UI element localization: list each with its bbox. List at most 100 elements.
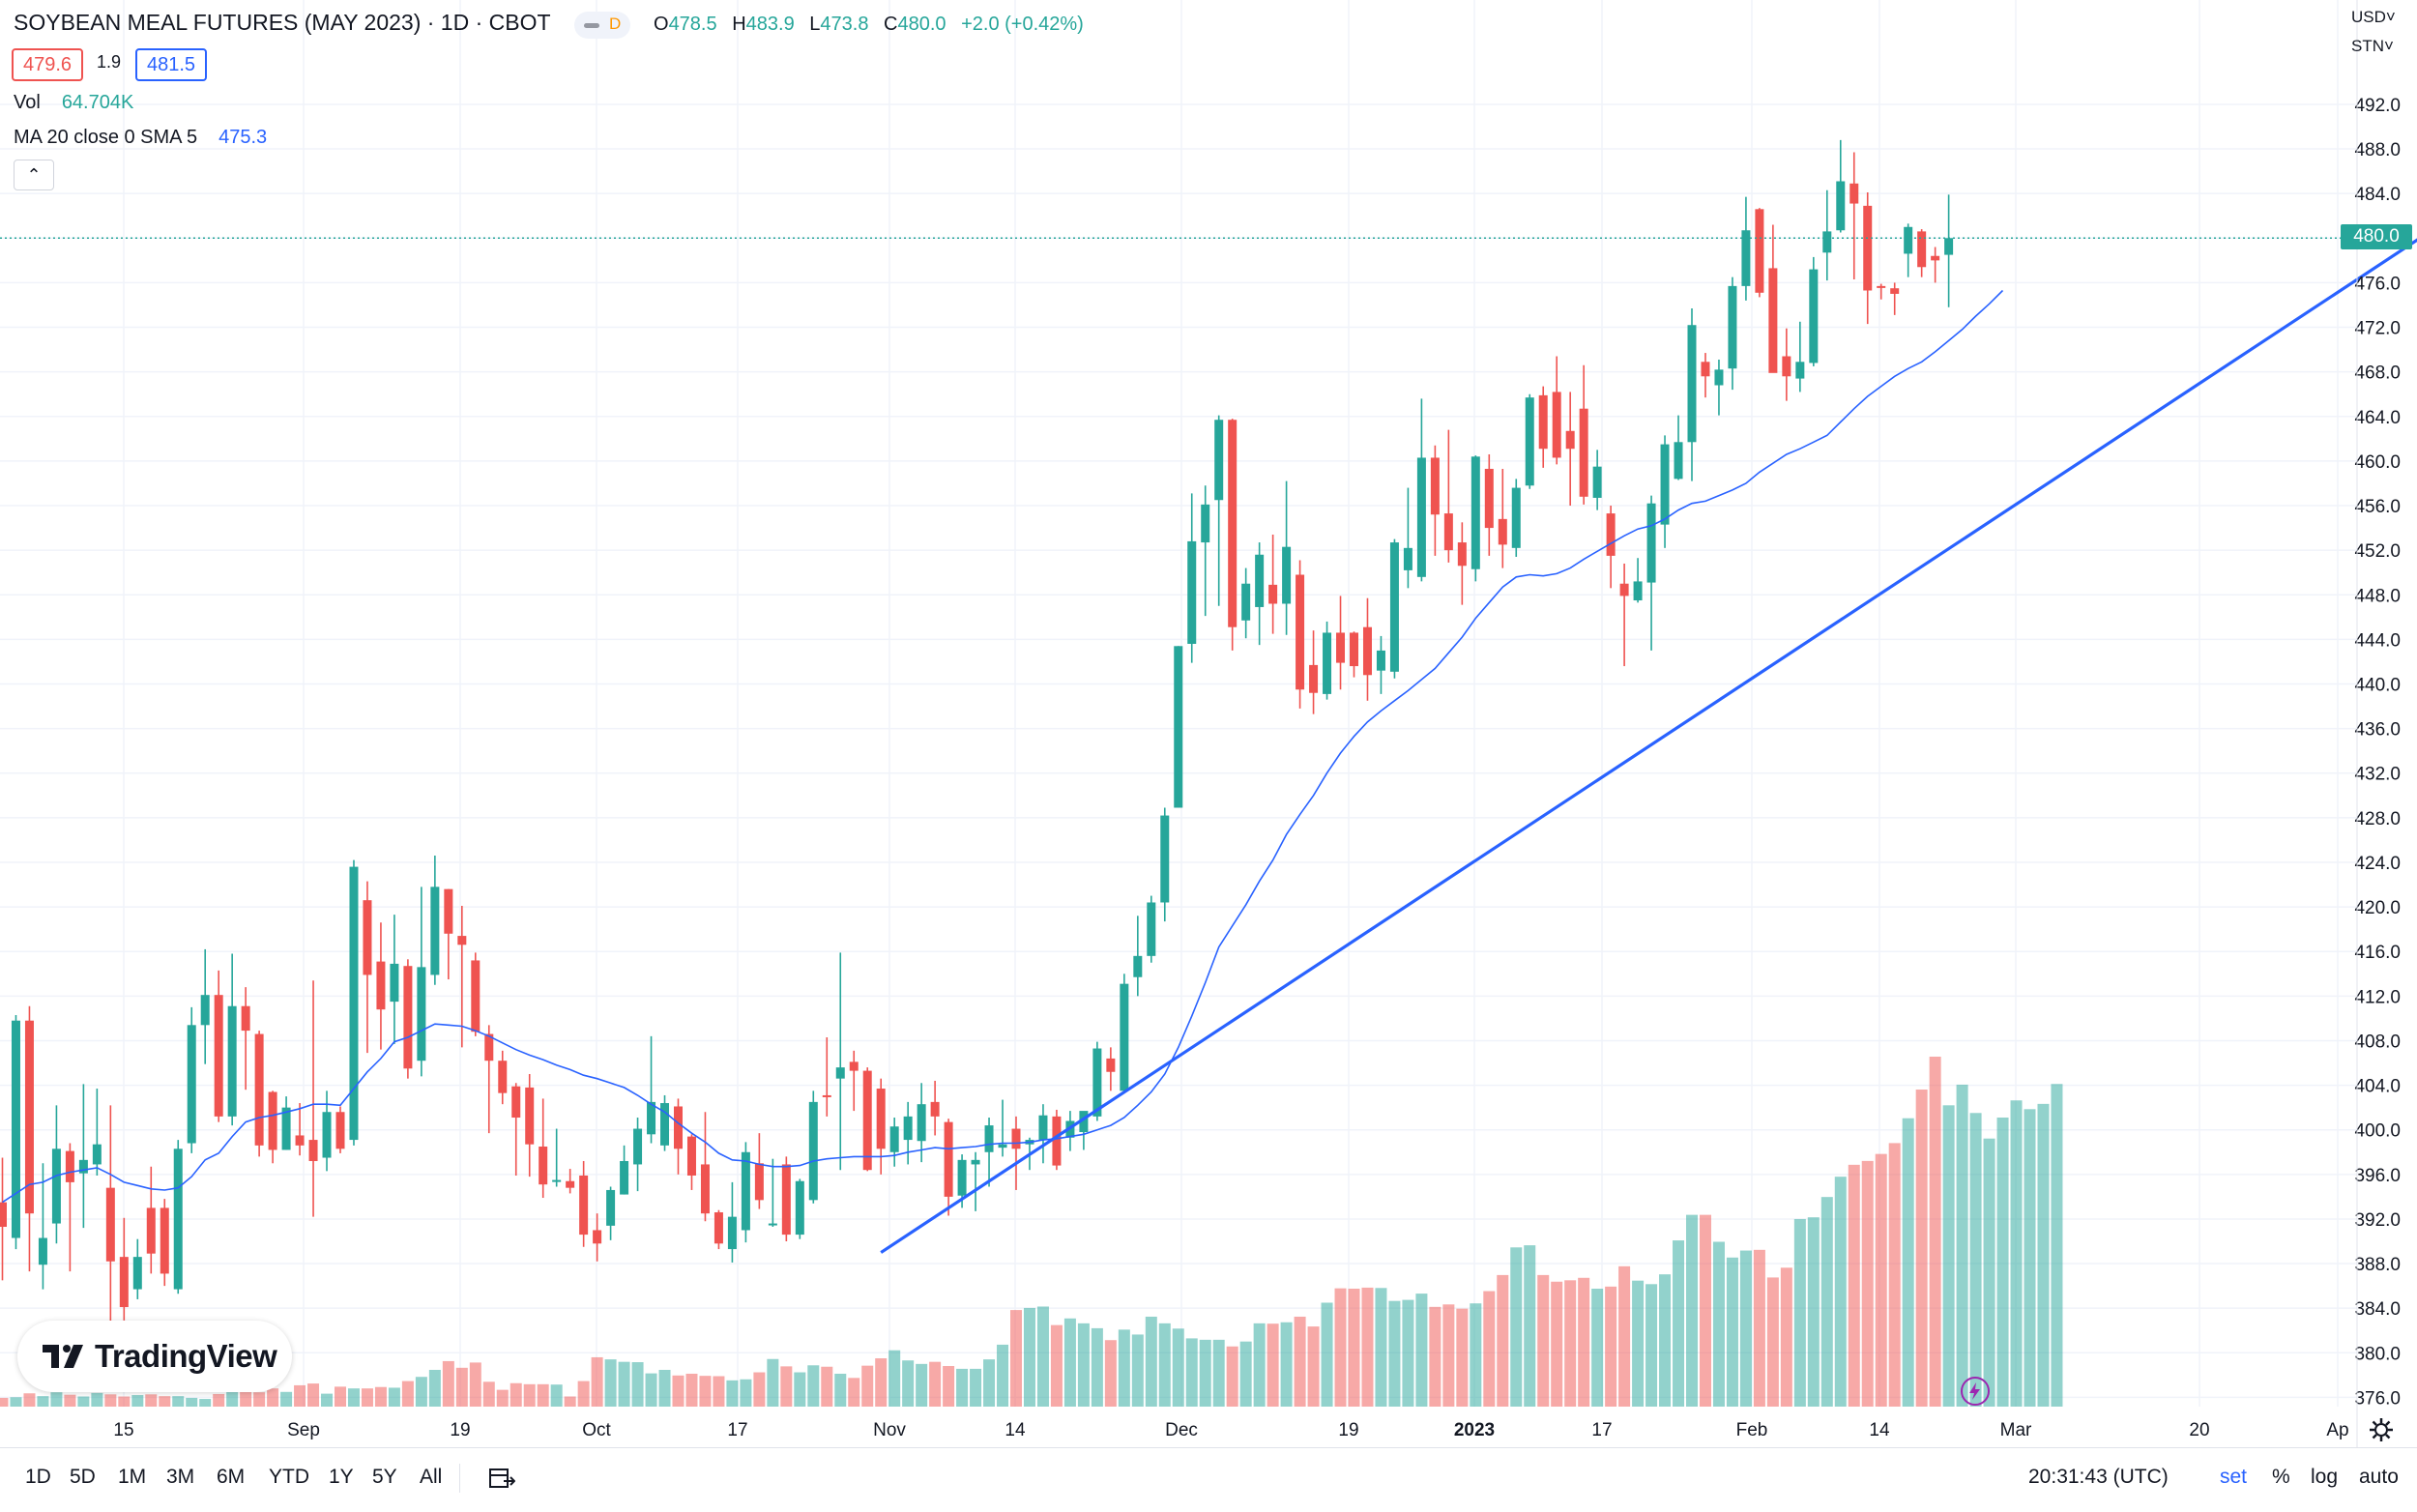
range-1d-button[interactable]: 1D: [25, 1466, 51, 1488]
price-tick-label: 436.0: [2354, 720, 2401, 741]
time-tick-label: Feb: [1736, 1420, 1768, 1440]
volume-bar: [1848, 1164, 1860, 1407]
chart-area[interactable]: 492.0 488.0 484.0 480.0 476.0 472.0 468.0 464.0…: [0, 0, 2417, 1447]
volume-bar: [753, 1372, 766, 1407]
volume-bar: [604, 1359, 617, 1407]
range-1m-button[interactable]: 1M: [118, 1466, 147, 1488]
range-5d-button[interactable]: 5D: [70, 1466, 96, 1488]
candle-body: [1809, 269, 1819, 363]
range-all-button[interactable]: All: [420, 1466, 443, 1488]
candle-body: [430, 887, 440, 975]
volume-bar: [401, 1381, 414, 1407]
close-key: C: [884, 14, 898, 35]
buy-price-button[interactable]: 481.5: [135, 48, 208, 81]
volume-bar: [361, 1388, 373, 1407]
unit-selector[interactable]: STN˅: [2351, 37, 2394, 55]
volume-bar: [713, 1376, 725, 1407]
candle-body: [606, 1189, 616, 1226]
price-tick-label: 420.0: [2354, 898, 2401, 918]
candle-body: [1538, 394, 1548, 450]
range-1y-button[interactable]: 1Y: [329, 1466, 354, 1488]
change-value: +2.0 (+0.42%): [961, 14, 1084, 35]
candle-body: [105, 1187, 115, 1262]
range-ytd-button[interactable]: YTD: [269, 1466, 309, 1488]
candle-body: [1525, 397, 1534, 486]
interval-toggle[interactable]: D: [574, 12, 630, 39]
chevron-up-icon[interactable]: ⌃: [14, 160, 54, 190]
volume-bar: [118, 1396, 131, 1407]
volume-bar: [1415, 1294, 1428, 1407]
volume-bar: [374, 1386, 387, 1407]
symbol-title[interactable]: SOYBEAN MEAL FUTURES (MAY 2023) · 1D · C…: [14, 10, 551, 35]
gear-icon[interactable]: [2369, 1417, 2394, 1442]
candle-body: [1187, 540, 1197, 644]
low-key: L: [809, 14, 821, 35]
candle-body: [1701, 362, 1710, 377]
volume-bars: [0, 1057, 2063, 1407]
price-axis[interactable]: 492.0488.0484.0480.0476.0472.0468.0464.0…: [2354, 0, 2401, 1447]
candle-body: [593, 1230, 602, 1244]
candle-body: [1687, 325, 1697, 443]
ma-legend[interactable]: MA 20 close 0 SMA 5 475.3: [14, 127, 267, 149]
calendar-range-icon[interactable]: [488, 1466, 515, 1491]
candle-body: [322, 1112, 332, 1158]
ma-label: MA 20 close 0 SMA 5: [14, 127, 198, 148]
volume-bar: [1524, 1245, 1536, 1407]
candle-body: [862, 1070, 872, 1171]
volume-bar: [1766, 1277, 1779, 1407]
volume-legend[interactable]: Vol 64.704K: [14, 92, 133, 114]
candle-body: [511, 1086, 521, 1119]
range-3m-button[interactable]: 3M: [166, 1466, 195, 1488]
session-set-button[interactable]: set: [2220, 1466, 2248, 1488]
price-tick-label: 412.0: [2354, 987, 2401, 1007]
tradingview-logo[interactable]: TradingView: [17, 1321, 292, 1392]
volume-bar: [1172, 1328, 1184, 1407]
candle-body: [268, 1091, 277, 1150]
volume-bar: [956, 1368, 969, 1407]
open-value: 478.5: [668, 14, 717, 35]
volume-bar: [50, 1392, 63, 1407]
volume-bar: [1780, 1267, 1792, 1407]
range-6m-button[interactable]: 6M: [217, 1466, 246, 1488]
volume-bar: [821, 1366, 833, 1407]
auto-scale-button[interactable]: auto: [2359, 1466, 2399, 1488]
last-price-tag: 480.0: [2341, 224, 2412, 249]
volume-bar: [1388, 1300, 1401, 1407]
time-tick-label: 19: [1338, 1420, 1358, 1440]
trendline-drawing[interactable]: [880, 157, 2417, 1254]
percent-scale-button[interactable]: %: [2272, 1466, 2290, 1488]
low-value: 473.8: [820, 14, 869, 35]
volume-bar: [807, 1365, 820, 1407]
candle-body: [1795, 362, 1805, 379]
candle-body: [727, 1216, 737, 1250]
volume-bar: [591, 1356, 603, 1407]
trendline: [880, 238, 2417, 1254]
price-tick-label: 460.0: [2354, 452, 2401, 473]
candle-body: [835, 1067, 845, 1079]
candle-body: [498, 1061, 508, 1093]
volume-bar: [1888, 1143, 1901, 1407]
candle-body: [660, 1103, 670, 1146]
volume-bar: [1956, 1084, 1968, 1407]
tradingview-mark-icon: [43, 1345, 83, 1368]
volume-bar: [1605, 1286, 1617, 1407]
sell-price-button[interactable]: 479.6: [12, 48, 84, 81]
range-5y-button[interactable]: 5Y: [372, 1466, 397, 1488]
log-scale-button[interactable]: log: [2311, 1466, 2339, 1488]
time-axis[interactable]: 15 Sep 19 Oct 17 Nov 14 Dec 19 2023 17 Feb 14 Mar 20 Ap: [113, 1420, 2348, 1440]
candle-body: [1403, 547, 1412, 570]
volume-bar: [226, 1390, 239, 1407]
volume-bar: [1645, 1284, 1658, 1407]
volume-bar: [455, 1367, 468, 1407]
volume-bar: [1510, 1247, 1523, 1407]
candle-body: [1917, 231, 1927, 268]
volume-bar: [1348, 1289, 1360, 1407]
candle-body: [187, 1025, 196, 1144]
volume-bar: [1497, 1274, 1509, 1407]
volume-bar: [672, 1375, 684, 1407]
currency-selector[interactable]: USD˅: [2351, 8, 2396, 26]
candle-body: [647, 1101, 656, 1135]
lightning-icon[interactable]: [1961, 1377, 1990, 1406]
utc-clock[interactable]: 20:31:43 (UTC): [2028, 1466, 2169, 1488]
volume-bar: [740, 1379, 752, 1407]
